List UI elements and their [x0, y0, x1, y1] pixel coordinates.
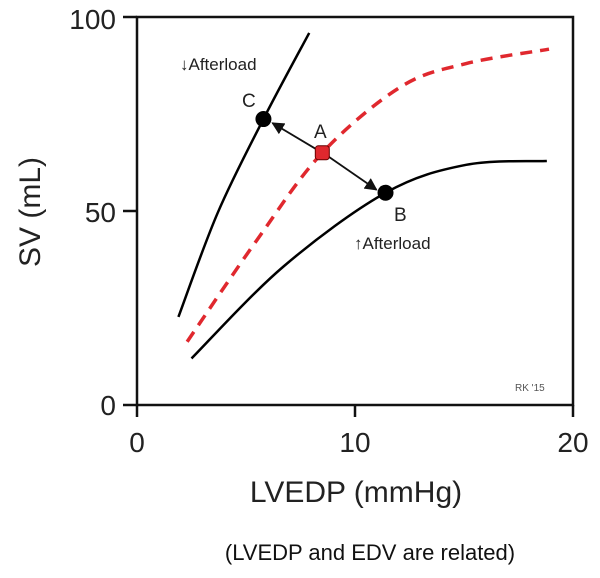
- series-line-2: [190, 159, 547, 360]
- y-tick-50: 50: [85, 197, 116, 228]
- x-tick-10: 10: [339, 427, 370, 458]
- x-tick-0: 0: [129, 427, 145, 458]
- series-line-0: [177, 32, 311, 318]
- y-tick-0: 0: [100, 390, 116, 421]
- watermark: RK '15: [515, 383, 545, 394]
- point-a: [314, 145, 330, 161]
- low-afterload-label: ↓Afterload: [180, 55, 257, 74]
- y-axis-label: SV (mL): [14, 157, 47, 267]
- curves: [177, 32, 550, 360]
- point-c: [255, 111, 272, 128]
- x-axis-label: LVEDP (mmHg): [250, 476, 462, 509]
- point-label-c: C: [242, 91, 256, 112]
- marks: [255, 111, 394, 201]
- caption: (LVEDP and EDV are related): [225, 540, 515, 565]
- series-line-1: [185, 47, 550, 343]
- y-tick-100: 100: [69, 4, 116, 35]
- arrow-a-to-c: [271, 122, 318, 151]
- axes: [123, 15, 575, 417]
- arrow-a-to-b: [326, 155, 378, 191]
- point-b: [377, 184, 394, 201]
- x-tick-20: 20: [557, 427, 588, 458]
- point-label-a: A: [314, 122, 327, 143]
- point-label-b: B: [394, 205, 407, 226]
- high-afterload-label: ↑Afterload: [354, 234, 431, 253]
